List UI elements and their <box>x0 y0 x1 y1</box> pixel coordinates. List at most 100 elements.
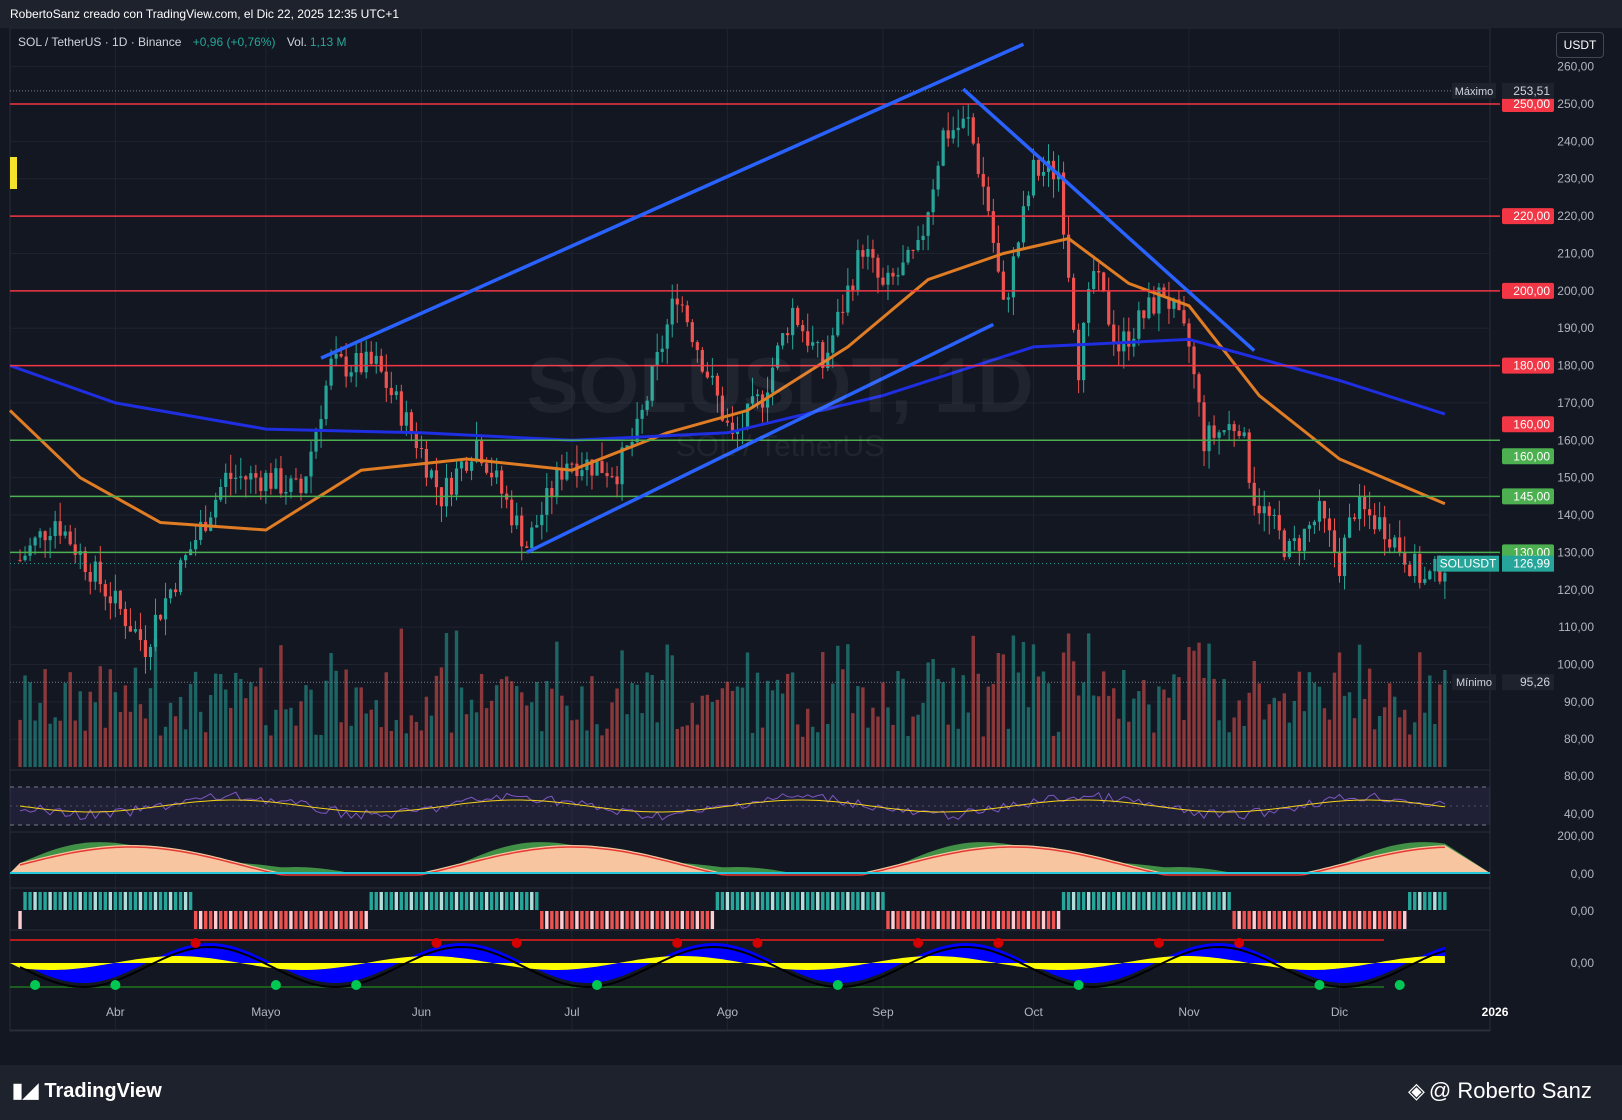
candle-body <box>1378 517 1382 530</box>
candle-body <box>294 478 298 480</box>
candle-body <box>966 117 970 119</box>
price-chart[interactable]: 260,00 250,00 240,00 230,00 220,00 210,00 200,… <box>0 28 1622 1065</box>
symbol-title[interactable]: SOL / TetherUS · 1D · Binance <box>18 35 182 49</box>
candle-body <box>560 469 564 480</box>
candle-body <box>314 431 318 452</box>
wave-signal-dot <box>1314 980 1325 990</box>
histogram-bar <box>1357 911 1362 929</box>
volume-bar <box>48 723 52 767</box>
volume-bar <box>454 630 459 767</box>
candle-body <box>73 544 77 555</box>
candle-body <box>705 371 709 378</box>
histogram-bar <box>720 892 725 910</box>
candle-body <box>369 351 373 364</box>
candle-body <box>720 395 725 421</box>
histogram-bar <box>158 892 163 910</box>
candle-body <box>138 629 143 641</box>
candle-body <box>615 476 619 485</box>
histogram-bar <box>354 911 358 929</box>
candle-body <box>725 420 730 423</box>
author-signature: ◈ @ Roberto Sanz <box>1408 1078 1592 1104</box>
volume-bar <box>93 702 97 767</box>
volume-bar <box>424 696 429 767</box>
volume-bar <box>469 699 474 767</box>
volume-bar <box>28 682 32 767</box>
price-tick-label: 210,00 <box>1557 246 1594 260</box>
volume-bar <box>1227 732 1231 767</box>
currency-button[interactable]: USDT <box>1556 32 1604 58</box>
volume-bar <box>123 685 128 767</box>
histogram-bar <box>976 911 980 929</box>
last-price-box <box>1502 555 1554 572</box>
volume-bar <box>996 653 1001 767</box>
histogram-bar <box>113 892 118 910</box>
histogram-bar <box>765 892 770 910</box>
histogram-bar <box>1021 911 1026 929</box>
candle-body <box>199 521 203 540</box>
volume-bar <box>409 715 414 767</box>
candle-body <box>595 461 599 476</box>
candle-body <box>921 235 925 241</box>
candle-body <box>951 130 955 139</box>
candle-body <box>409 412 413 433</box>
marker-label-box <box>1452 82 1496 99</box>
volume-bar <box>540 731 544 767</box>
histogram-bar <box>981 911 985 929</box>
tradingview-logo[interactable]: ▮◢ TradingView <box>12 1078 162 1103</box>
volume-bar <box>831 683 835 767</box>
histogram-bar <box>1187 892 1191 910</box>
volume-bar <box>474 712 479 767</box>
volume-bar <box>379 727 383 767</box>
marker-value-box <box>1502 674 1554 691</box>
candle-body <box>776 345 780 368</box>
histogram-bar <box>1277 911 1282 929</box>
volume-bar <box>504 676 509 767</box>
histogram-bar <box>344 911 348 929</box>
histogram-bar <box>1102 892 1106 910</box>
level-label: 145,00 <box>1513 489 1550 503</box>
candle-body <box>500 470 504 494</box>
candle-body <box>996 242 1000 272</box>
histogram-bar <box>1207 892 1211 910</box>
symbol-legend[interactable]: SOL / TetherUS · 1D · Binance +0,96 (+0,… <box>18 35 347 49</box>
candle-body <box>349 372 353 377</box>
brand-name: TradingView <box>44 1080 162 1102</box>
candle-body <box>565 463 569 480</box>
candle-body <box>690 322 694 343</box>
candle-body <box>906 249 910 263</box>
volume-bar <box>264 725 268 767</box>
volume-bar <box>1347 692 1352 767</box>
candle-body <box>750 396 755 404</box>
volume-bar <box>249 682 253 767</box>
candle-body <box>1237 431 1241 436</box>
volume-bar <box>479 673 484 767</box>
histogram-bar <box>790 892 795 910</box>
volume-bar <box>203 732 208 767</box>
histogram-bar <box>740 892 745 910</box>
volume-bar <box>1172 674 1176 767</box>
drawing-marker[interactable] <box>10 157 17 189</box>
histogram-bar <box>98 892 103 910</box>
histogram-bar <box>128 892 133 910</box>
histogram-bar <box>414 892 419 910</box>
volume-bar <box>324 680 328 767</box>
histogram-bar <box>1142 892 1146 910</box>
histogram-bar <box>339 911 343 929</box>
histogram-bar <box>881 892 885 910</box>
histogram-bar <box>1382 911 1387 929</box>
volume-bar <box>1317 686 1322 767</box>
wave-signal-dot <box>30 980 41 990</box>
candle-body <box>1202 402 1206 452</box>
histogram-bar <box>148 892 153 910</box>
candle-body <box>324 385 328 420</box>
volume-bar <box>1066 633 1071 767</box>
volume-bar <box>389 730 393 767</box>
histogram-bar <box>1081 892 1086 910</box>
candle-body <box>1287 541 1291 558</box>
volume-bar <box>720 688 725 767</box>
volume-bar <box>851 713 855 767</box>
candle-body <box>354 353 358 373</box>
candle-body <box>1187 323 1191 347</box>
candle-body <box>851 285 855 291</box>
level-label: 200,00 <box>1513 284 1550 298</box>
